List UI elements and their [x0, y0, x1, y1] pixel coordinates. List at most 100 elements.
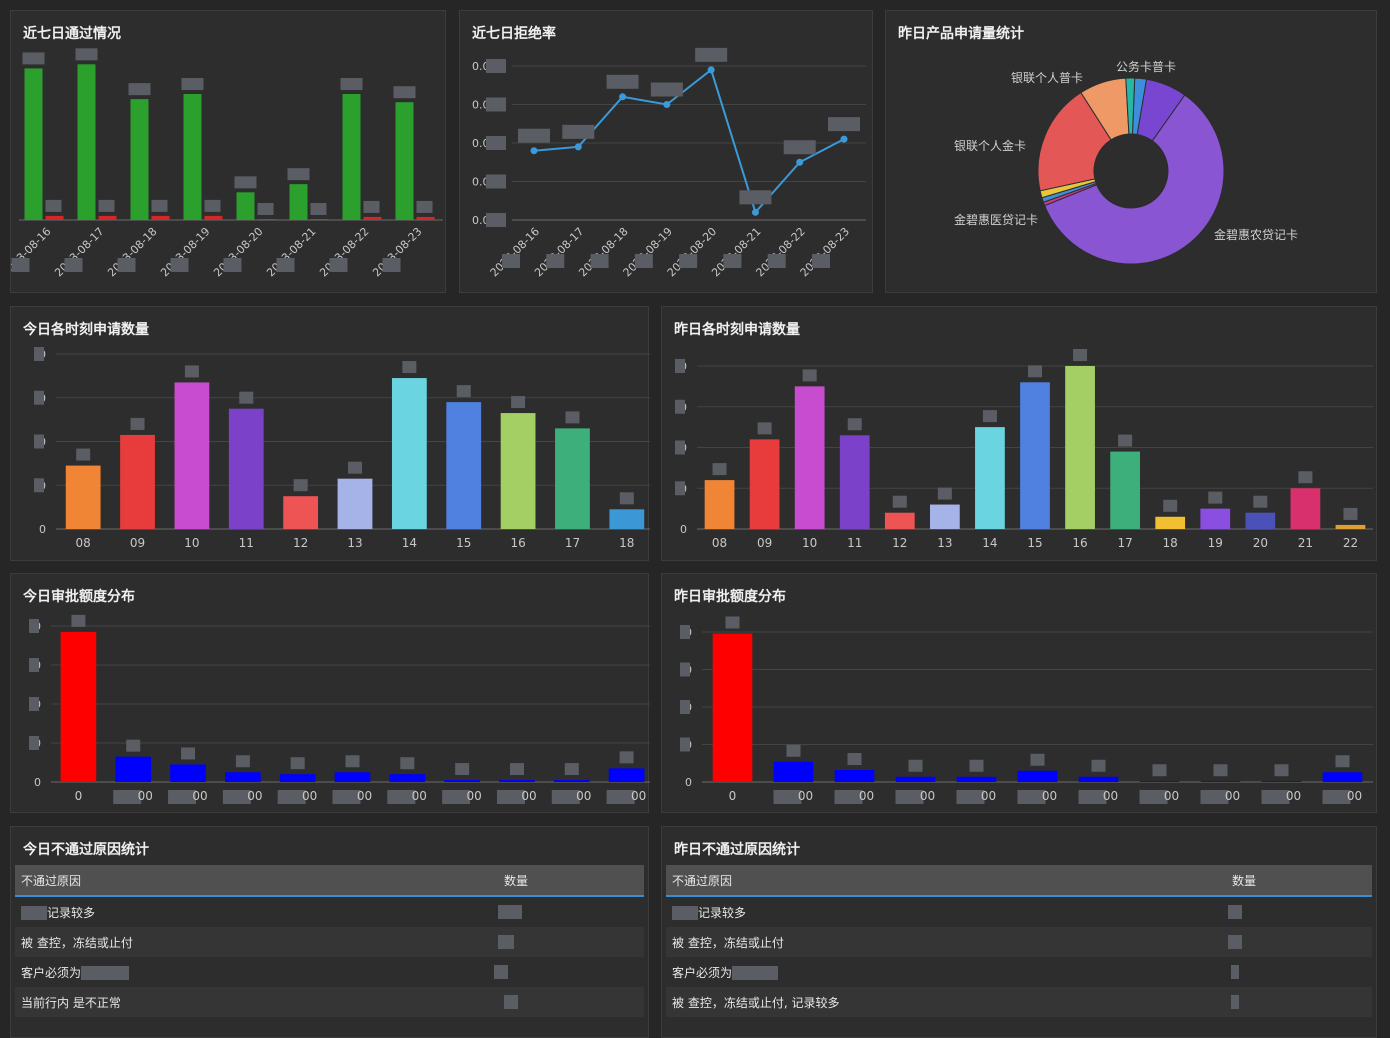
value-label-redacted: [348, 461, 362, 474]
value-label-redacted: [1335, 755, 1350, 768]
value-label-redacted: [239, 391, 254, 404]
value-label-redacted: [402, 361, 417, 374]
reason-text: 被 查控，冻结或止付: [672, 935, 784, 950]
data-point: [530, 147, 538, 155]
bar: [1290, 488, 1321, 529]
redacted-block: [29, 619, 39, 633]
value-label-redacted: [76, 448, 91, 461]
bar: [24, 68, 43, 220]
table-row: 当前行内 是不正常: [15, 987, 644, 1017]
reason-text: 记录较多: [698, 905, 747, 920]
value-label-redacted: [290, 757, 305, 770]
redacted-block: [1078, 790, 1107, 804]
redacted-block: [675, 359, 685, 373]
x-tick-label: 18: [1163, 536, 1178, 550]
redacted-block: [276, 258, 295, 272]
bar: [1245, 512, 1276, 529]
x-tick-label: 00: [798, 789, 813, 803]
value-label-redacted: [619, 492, 634, 505]
redacted-block: [34, 347, 44, 361]
bar: [334, 772, 371, 782]
redacted-block: [606, 790, 635, 804]
x-tick-label: 15: [1027, 536, 1042, 550]
bar: [839, 435, 870, 529]
value-label-redacted: [75, 48, 98, 61]
bar: [773, 761, 814, 782]
bar: [608, 768, 645, 782]
panel-title: 昨日审批额度分布: [674, 589, 786, 605]
x-tick-label: 11: [239, 536, 254, 550]
x-tick-label: 00: [466, 789, 481, 803]
reason-text: 被 查控，冻结或止付: [21, 935, 133, 950]
value-label-redacted: [45, 199, 62, 212]
redacted-block: [634, 254, 653, 268]
data-point: [751, 208, 759, 216]
panel-yday-amount: 昨日审批额度分布 00000000000000000000000000: [661, 573, 1377, 813]
bar: [257, 218, 276, 220]
reason-text: 当前行内 是不正常: [21, 995, 121, 1010]
bar: [1139, 781, 1180, 782]
chart-yday-hour: 00000080910111213141516171819202122: [675, 349, 1373, 550]
reason-text: 客户必须为: [21, 965, 82, 980]
value-label-redacted: [511, 396, 526, 409]
bar: [834, 770, 875, 782]
redacted-block: [29, 658, 39, 672]
bar: [120, 434, 155, 529]
redacted-block: [117, 258, 136, 272]
reason-text: 记录较多: [47, 905, 96, 920]
x-tick-label: 00: [357, 789, 372, 803]
redacted-block: [332, 790, 361, 804]
bar: [174, 382, 210, 529]
value-label-redacted: [802, 369, 817, 382]
table-row: 客户必须为: [15, 957, 644, 987]
bar: [1065, 366, 1095, 529]
redacted-block: [113, 790, 142, 804]
slice-label: 金碧惠农贷记卡: [1214, 227, 1298, 242]
x-tick-label: 00: [302, 789, 317, 803]
bar: [1078, 776, 1119, 782]
value-label-redacted: [564, 763, 579, 776]
value-label-redacted: [757, 422, 772, 435]
x-tick-label: 19: [1208, 536, 1223, 550]
value-label-redacted: [204, 199, 221, 212]
header-reason: 不通过原因: [672, 873, 733, 888]
bar: [1200, 508, 1231, 529]
value-label-redacted: [1028, 365, 1042, 378]
value-label-redacted: [1208, 491, 1223, 504]
x-tick-label: 00: [920, 789, 935, 803]
redacted-block: [442, 790, 471, 804]
value-label-redacted: [363, 200, 380, 213]
chart-today-amount: 00000000000000000000000000: [29, 614, 650, 804]
value-label-redacted: [725, 616, 740, 629]
data-point: [619, 93, 627, 101]
y-tick-label: 0.0: [472, 214, 490, 227]
value-label-redacted: [565, 411, 580, 424]
value-label-redacted: [98, 199, 115, 212]
value-label-redacted: [562, 124, 595, 139]
bar: [553, 780, 590, 782]
bar: [500, 413, 536, 529]
value-label-redacted: [393, 86, 416, 99]
value-label-redacted: [847, 418, 862, 431]
bar: [794, 386, 825, 529]
x-tick-label: 00: [981, 789, 996, 803]
bar: [1200, 781, 1241, 782]
redacted-block: [486, 59, 506, 73]
value-label-redacted: [619, 751, 634, 764]
value-label-redacted: [1152, 764, 1167, 777]
redacted-block: [222, 790, 251, 804]
value-label-redacted: [1118, 434, 1133, 447]
x-tick-label: 00: [1103, 789, 1118, 803]
header-count: 数量: [504, 873, 529, 888]
value-label-redacted: [695, 47, 728, 62]
value-label-redacted: [1073, 349, 1088, 361]
bar: [895, 776, 936, 782]
bar: [342, 94, 361, 220]
table-row: 记录较多: [666, 897, 1372, 927]
bar: [609, 509, 645, 529]
value-label-redacted: [650, 82, 683, 97]
table-row: 被 查控，冻结或止付: [15, 927, 644, 957]
x-tick-label: 15: [456, 536, 471, 550]
slice-label: 公务卡普卡: [1116, 59, 1176, 74]
